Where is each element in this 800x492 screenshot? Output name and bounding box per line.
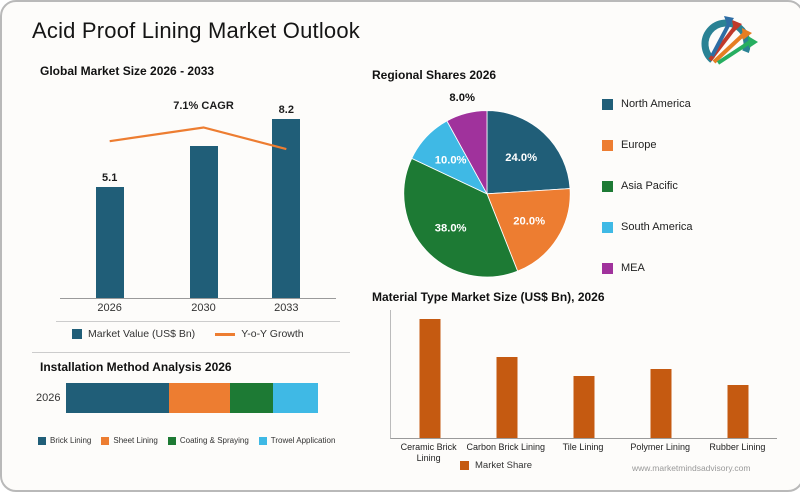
regional-shares-pie: 24.0% 20.0% 38.0% 10.0% 8.0% [403, 92, 571, 278]
page-title: Acid Proof Lining Market Outlook [32, 18, 360, 43]
legend-item: Trowel Application [258, 436, 336, 445]
installation-legend: Brick Lining Sheet Lining Coating & Sprayi… [38, 436, 335, 445]
material-type-chart [390, 310, 777, 439]
legend-item: Y-o-Y Growth [215, 328, 304, 340]
x-tick-label: Polymer Lining [630, 442, 690, 452]
divider [32, 352, 350, 353]
x-tick-label: Carbon Brick Lining [466, 442, 546, 452]
legend-label: South America [621, 221, 693, 233]
legend-marker [602, 180, 613, 192]
bar-2033 [272, 119, 301, 298]
bar-polymer-lining [650, 369, 672, 438]
legend-label: Europe [621, 139, 657, 151]
legend-item: Coating & Spraying [167, 436, 249, 445]
legend-item: Market Share [460, 460, 532, 471]
legend-label: Coating & Spraying [179, 436, 249, 445]
legend-label: Asia Pacific [621, 180, 678, 192]
pie-label-asia-pacific: 38.0% [435, 223, 467, 235]
bar-2026 [95, 186, 124, 298]
legend-item: Sheet Lining [101, 436, 158, 445]
bar-2030 [189, 145, 218, 298]
legend-label: Trowel Application [270, 436, 336, 445]
material-type-title: Material Type Market Size (US$ Bn), 2026 [372, 290, 605, 304]
legend-label: MEA [621, 262, 645, 274]
installation-row-label: 2026 [36, 392, 61, 404]
legend-item: MEA [602, 262, 693, 274]
global-market-chart: 7.1% CAGR 5.1 8.2 [60, 100, 336, 299]
legend-label: Market Share [475, 460, 533, 471]
legend-label: Sheet Lining [113, 436, 158, 445]
x-tick-label: Ceramic Brick Lining [400, 442, 457, 463]
stack-segment-coating-spraying [229, 383, 273, 413]
legend-marker [460, 461, 469, 470]
pie-slice-asia-pacific [403, 157, 519, 278]
website-url: www.marketmindsadvisory.com [632, 463, 751, 473]
legend-item: North America [602, 98, 693, 110]
legend-item: Asia Pacific [602, 180, 693, 192]
legend-marker [101, 436, 110, 445]
x-tick-label: Rubber Lining [709, 442, 766, 452]
legend-marker [38, 436, 46, 445]
regional-shares-title: Regional Shares 2026 [372, 68, 497, 82]
legend-marker [602, 221, 613, 233]
bar-carbon-brick-lining [496, 356, 518, 438]
bar-value-label: 8.2 [278, 104, 294, 117]
x-tick-label: 2030 [191, 302, 216, 314]
pie-label-south-america: 10.0% [435, 154, 467, 166]
pie-label-europe: 20.0% [513, 215, 545, 227]
stack-segment-sheet-lining [169, 383, 230, 413]
legend-label: Market Value (US$ Bn) [88, 328, 196, 340]
legend-marker [167, 436, 176, 445]
bar-ceramic-brick-lining [419, 319, 441, 438]
legend-marker [258, 436, 267, 445]
installation-stacked-bar [66, 383, 318, 413]
legend-item: South America [602, 221, 693, 233]
x-tick-label: Tile Lining [562, 442, 604, 452]
pie-label-north-america: 24.0% [505, 152, 537, 164]
pie-slice-north-america [486, 110, 571, 195]
legend-item: Europe [602, 139, 693, 151]
legend-label: Brick Lining [50, 436, 92, 445]
x-tick-label: 2033 [274, 302, 299, 314]
bar-rubber-lining [727, 384, 749, 438]
legend-label: North America [621, 98, 691, 110]
legend-marker [602, 262, 613, 274]
global-market-title: Global Market Size 2026 - 2033 [40, 64, 215, 78]
installation-method-title: Installation Method Analysis 2026 [40, 360, 232, 374]
stack-segment-trowel-application [272, 383, 318, 413]
global-market-x-axis: 2026 2030 2033 [60, 299, 336, 315]
logo-graphic [701, 16, 758, 69]
company-logo [690, 10, 762, 72]
legend-marker [215, 332, 236, 336]
legend-item: Brick Lining [38, 436, 91, 445]
x-tick-label: 2026 [97, 302, 122, 314]
pie-slice-mea [446, 110, 488, 195]
pie-label-mea: 8.0% [449, 92, 475, 104]
material-type-legend: Market Share [460, 460, 532, 471]
legend-marker [602, 139, 613, 151]
legend-item: Market Value (US$ Bn) [72, 328, 195, 340]
bar-value-label: 5.1 [102, 171, 118, 184]
divider [56, 321, 340, 322]
legend-label: Y-o-Y Growth [241, 328, 304, 340]
regional-shares-legend: North America Europe Asia Pacific South Ame… [602, 98, 693, 274]
bar-tile-lining [573, 375, 595, 438]
pie-slice-europe [486, 188, 571, 272]
stack-segment-brick-lining [66, 383, 170, 413]
cagr-annotation: 7.1% CAGR [173, 100, 234, 112]
legend-marker [602, 98, 613, 110]
global-market-legend: Market Value (US$ Bn) Y-o-Y Growth [72, 328, 304, 340]
material-type-x-axis: Ceramic Brick Lining Carbon Brick Lining T… [390, 439, 776, 463]
legend-marker [72, 329, 82, 339]
